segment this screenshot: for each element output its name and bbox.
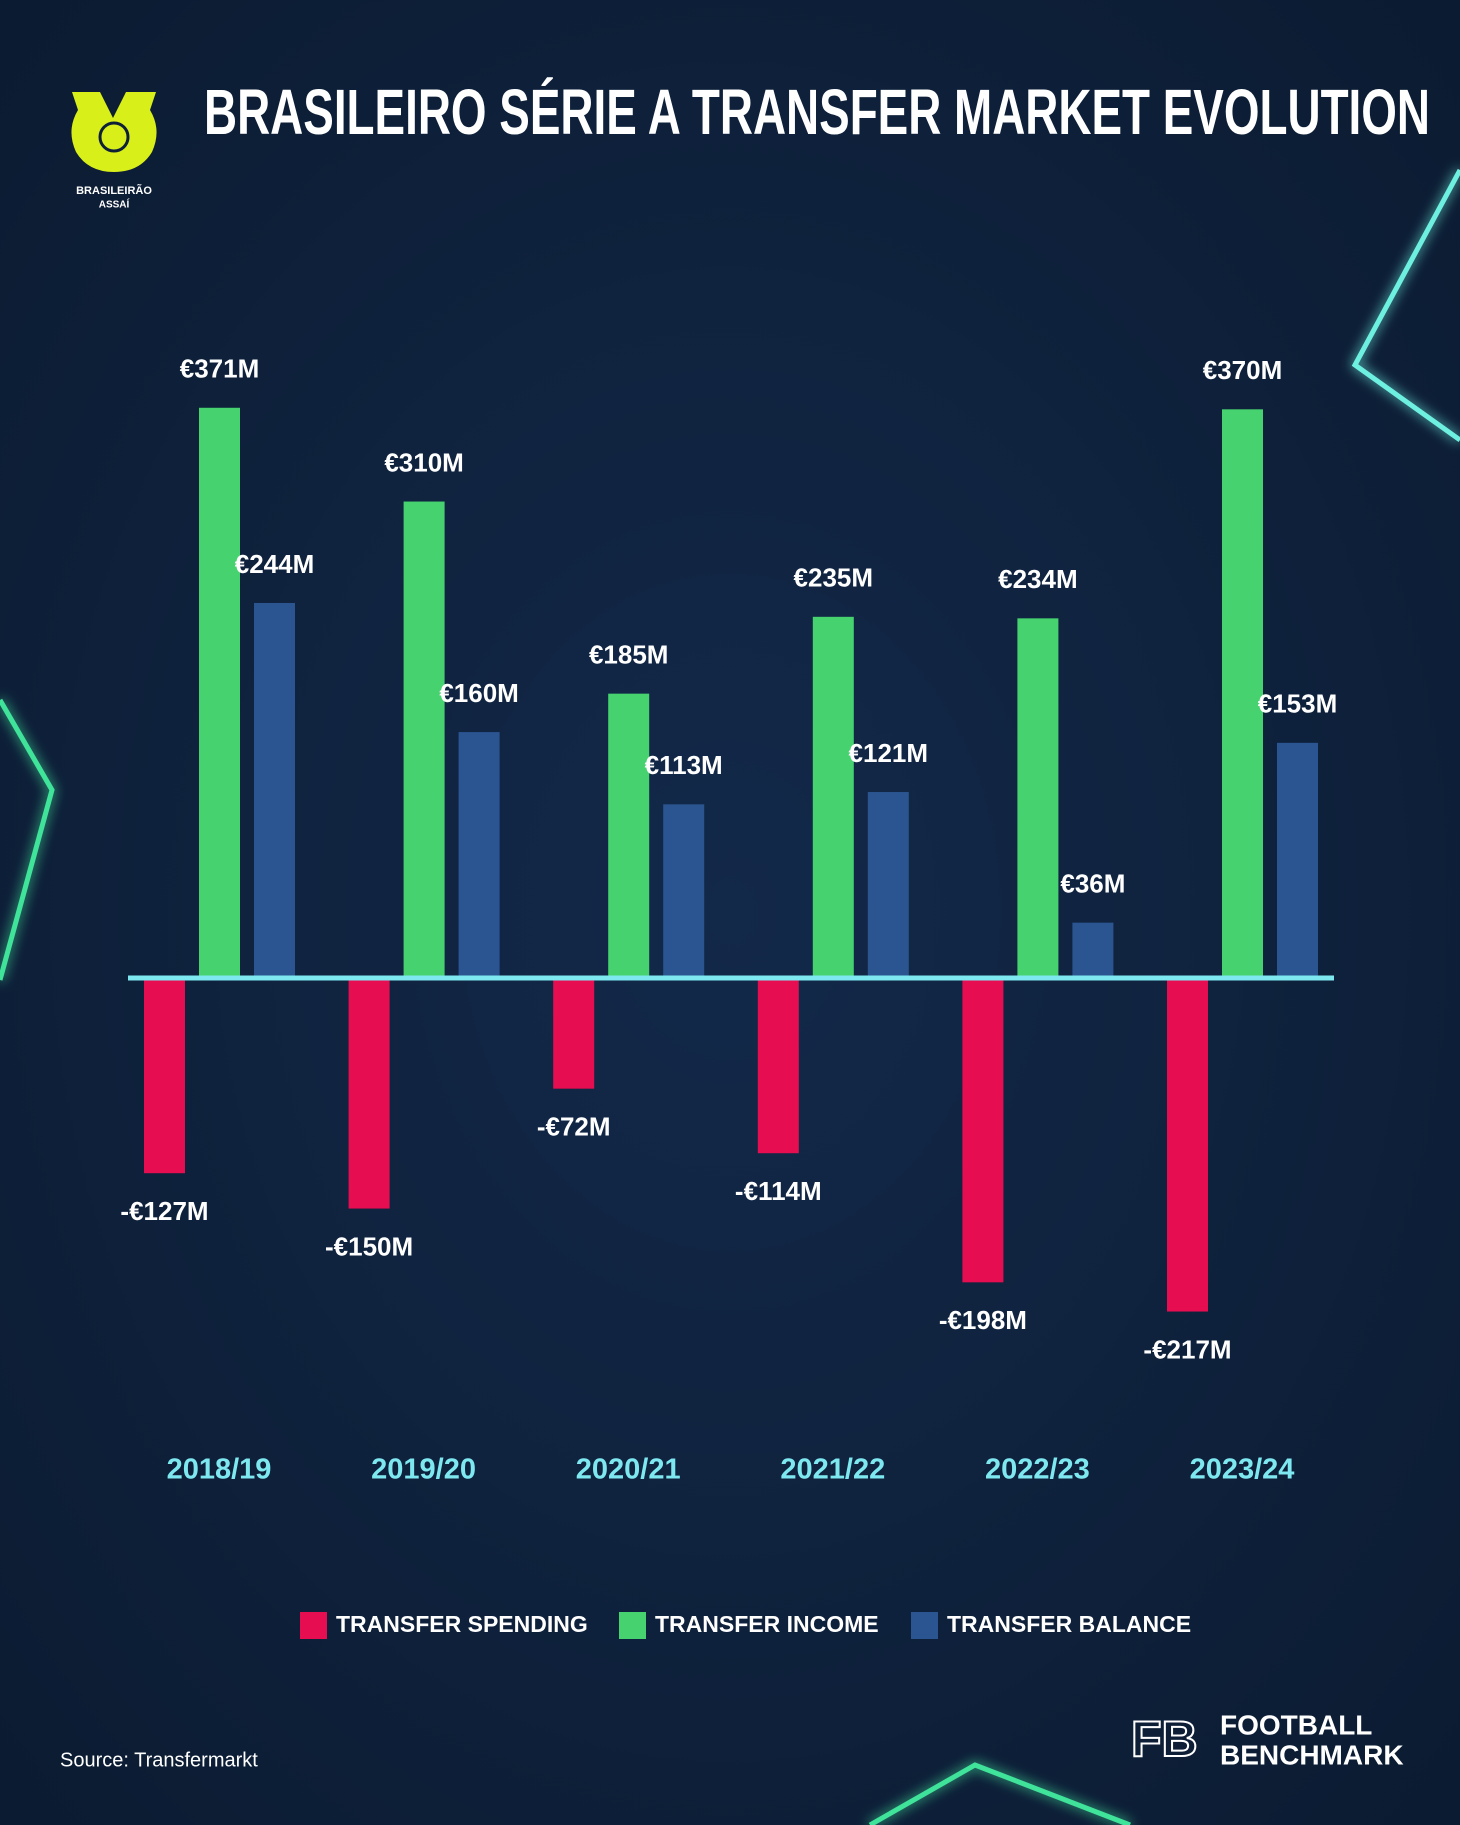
value-label: €234M — [998, 564, 1078, 594]
svg-text:FB: FB — [1131, 1711, 1198, 1767]
x-tick-label: 2021/22 — [780, 1454, 885, 1486]
value-label: €113M — [645, 750, 723, 780]
bar — [812, 616, 854, 978]
legend-swatch — [300, 1612, 327, 1639]
bar — [199, 407, 240, 978]
value-label: €160M — [439, 678, 519, 708]
brand: FB FOOTBALL BENCHMARK — [1130, 1709, 1404, 1770]
value-label: €185M — [589, 640, 669, 670]
legend-swatch — [619, 1612, 646, 1639]
value-label: €153M — [1258, 689, 1338, 719]
value-label: €310M — [384, 447, 464, 477]
value-label: €244M — [235, 549, 315, 579]
bar — [867, 792, 909, 978]
bar — [1167, 978, 1208, 1312]
x-tick-label: 2019/20 — [371, 1454, 476, 1486]
logo: BRASILEIRÃO ASSAÍ — [71, 92, 157, 211]
value-label: €121M — [849, 738, 929, 768]
bar — [757, 978, 799, 1154]
x-tick-label: 2023/24 — [1190, 1454, 1295, 1486]
value-label: -€198M — [939, 1305, 1027, 1335]
bar — [254, 602, 295, 978]
value-label: €36M — [1060, 869, 1125, 899]
x-tick-label: 2022/23 — [985, 1454, 1090, 1486]
brand-text: FOOTBALL — [1220, 1709, 1372, 1740]
legend-label: TRANSFER BALANCE — [947, 1611, 1191, 1637]
bar — [1277, 742, 1318, 978]
value-label: -€72M — [537, 1112, 611, 1142]
x-tick-label: 2018/19 — [167, 1454, 272, 1486]
bar — [458, 732, 500, 978]
bar — [1017, 618, 1059, 978]
chart-title: BRASILEIRO SÉRIE A TRANSFER MARKET EVOLU… — [204, 76, 1430, 148]
logo-text: ASSAÍ — [99, 198, 130, 211]
bar — [1222, 409, 1263, 978]
value-label: €235M — [794, 563, 874, 593]
bar — [962, 978, 1004, 1283]
bar — [403, 501, 445, 978]
value-label: €370M — [1203, 355, 1283, 385]
value-label: -€150M — [325, 1231, 413, 1261]
bar — [553, 978, 595, 1089]
logo-text: BRASILEIRÃO — [76, 184, 152, 197]
bar — [608, 693, 650, 978]
legend-label: TRANSFER INCOME — [655, 1611, 879, 1637]
brand-text: BENCHMARK — [1220, 1739, 1404, 1770]
bar — [663, 804, 705, 978]
value-label: -€217M — [1143, 1334, 1231, 1364]
legend-swatch — [911, 1612, 938, 1639]
legend-label: TRANSFER SPENDING — [336, 1611, 588, 1637]
x-tick-label: 2020/21 — [576, 1454, 681, 1486]
decoration — [0, 168, 1460, 1825]
source: Source: Transfermarkt — [60, 1749, 258, 1771]
value-label: €371M — [180, 354, 260, 384]
bar — [1072, 922, 1114, 978]
bar — [144, 978, 185, 1174]
bar — [348, 978, 390, 1209]
value-label: -€127M — [120, 1196, 208, 1226]
value-label: -€114M — [735, 1176, 822, 1206]
